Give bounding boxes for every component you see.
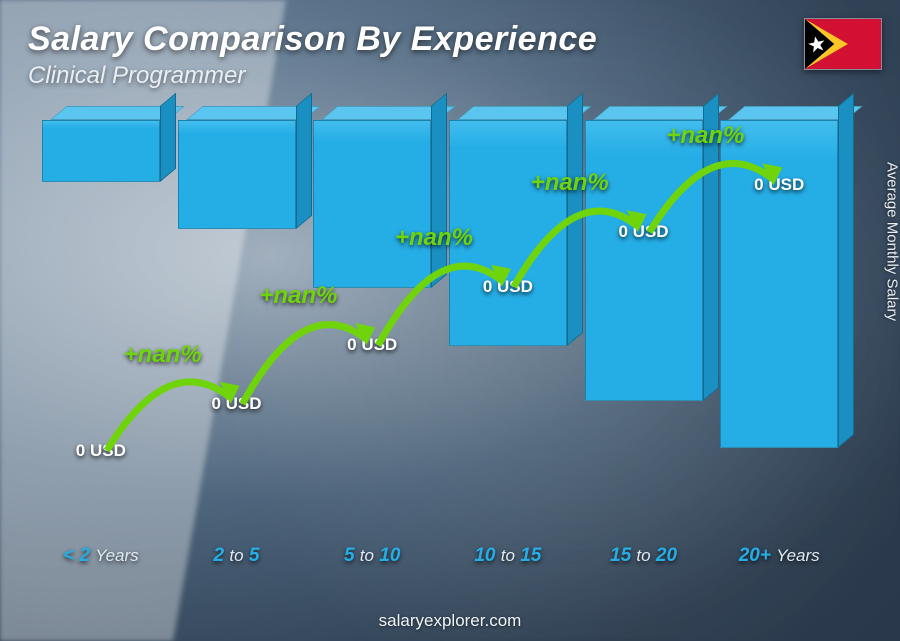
infographic-stage: Salary Comparison By Experience Clinical… (0, 0, 900, 641)
bar-shape (313, 120, 431, 288)
bar-1: 0 USD (176, 120, 298, 543)
bar-2: 0 USD (311, 120, 433, 543)
axis-label-5: 20+ Years (718, 545, 840, 571)
axis-label-1: 2 to 5 (176, 545, 298, 571)
bar-value-label: 0 USD (287, 335, 457, 355)
bar-value-label: 0 USD (151, 394, 321, 414)
bar-front (720, 120, 838, 448)
bar-value-label: 0 USD (16, 441, 186, 461)
bar-shape (42, 120, 160, 182)
axis-label-2: 5 to 10 (311, 545, 433, 571)
delta-label-4: +nan% (531, 169, 609, 197)
bar-value-label: 0 USD (558, 222, 728, 242)
page-title: Salary Comparison By Experience (28, 20, 597, 59)
bar-shape (720, 120, 838, 448)
y-axis-label: Average Monthly Salary (884, 162, 900, 321)
bar-front (178, 120, 296, 229)
delta-label-2: +nan% (259, 282, 337, 310)
delta-label-5: +nan% (666, 122, 744, 150)
delta-label-1: +nan% (124, 341, 202, 369)
bar-shape (178, 120, 296, 229)
bar-side (296, 93, 312, 230)
bar-value-label: 0 USD (694, 175, 864, 195)
x-axis-labels: < 2 Years 2 to 5 5 to 10 10 to 15 15 to 20 20… (40, 545, 840, 571)
bars-container: 0 USD0 USD0 USD0 USD0 USD0 USD+nan%+nan%… (40, 120, 840, 543)
axis-label-3: 10 to 15 (447, 545, 569, 571)
footer-attribution: salaryexplorer.com (0, 611, 900, 631)
flag-icon (804, 18, 882, 70)
bar-shape (585, 120, 703, 401)
axis-label-4: 15 to 20 (583, 545, 705, 571)
bar-value-label: 0 USD (423, 277, 593, 297)
bar-side (567, 93, 583, 347)
bar-chart: 0 USD0 USD0 USD0 USD0 USD0 USD+nan%+nan%… (40, 120, 840, 571)
bar-front (585, 120, 703, 401)
bar-5: 0 USD (718, 120, 840, 543)
bar-side (160, 93, 176, 183)
bar-side (838, 93, 854, 448)
page-subtitle: Clinical Programmer (28, 62, 245, 90)
axis-label-0: < 2 Years (40, 545, 162, 571)
bar-front (42, 120, 160, 182)
delta-label-3: +nan% (395, 224, 473, 252)
bar-side (431, 93, 447, 288)
bar-front (313, 120, 431, 288)
bar-0: 0 USD (40, 120, 162, 543)
